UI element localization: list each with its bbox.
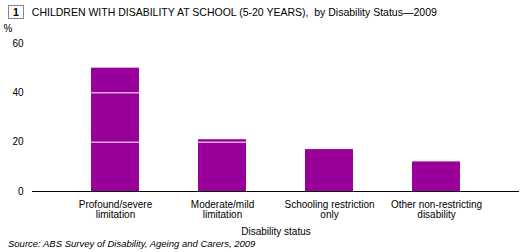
svg-text:Profound/severelimitation: Profound/severelimitation [79, 199, 153, 220]
html-text:Source: ABS Survey of Disabili: Source: ABS Survey of Disability, Ageing… [8, 238, 256, 249]
svg-text:0: 0 [18, 186, 24, 197]
svg-text:60: 60 [12, 38, 24, 49]
svg-text:Disability status: Disability status [241, 226, 310, 237]
svg-text:40: 40 [12, 87, 24, 98]
svg-text:20: 20 [12, 136, 24, 147]
svg-text:Schooling restrictiononly: Schooling restrictiononly [284, 199, 374, 220]
html-text:1: 1 [13, 6, 19, 18]
svg-text:%: % [4, 23, 13, 34]
svg-text:Other non-restrictingdisabilit: Other non-restrictingdisability [391, 199, 482, 220]
svg-text:Moderate/mildlimitation: Moderate/mildlimitation [191, 199, 254, 220]
html-text:CHILDREN WITH DISABILITY AT SC: CHILDREN WITH DISABILITY AT SCHOOL (5-20… [31, 6, 437, 18]
